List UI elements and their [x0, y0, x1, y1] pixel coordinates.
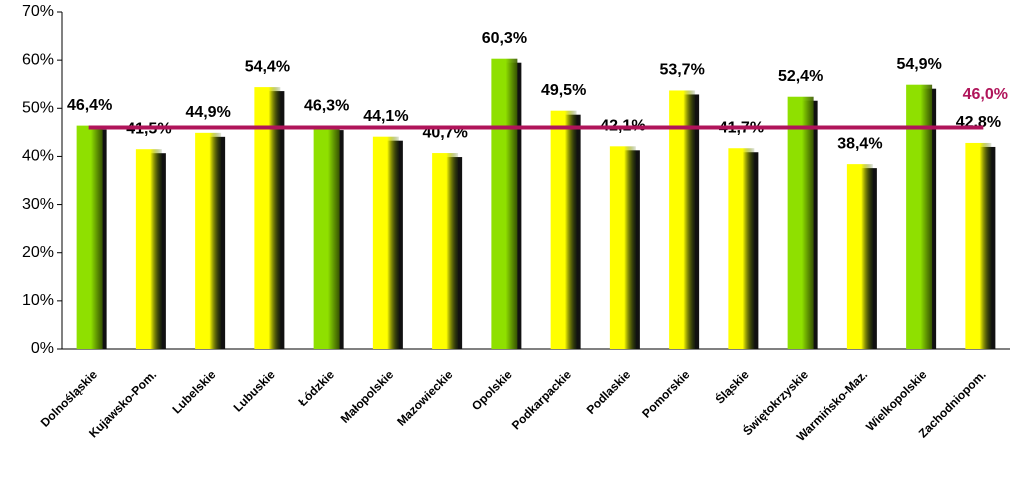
bar	[135, 149, 162, 349]
bar	[432, 153, 459, 349]
reference-label: 46,0%	[963, 86, 1008, 103]
bar	[846, 164, 873, 349]
x-tick-label: Śląskie	[712, 367, 752, 407]
x-tick-label: Wielkopolskie	[863, 367, 930, 434]
y-tick-label: 0%	[31, 340, 54, 357]
bar	[195, 132, 222, 349]
y-tick-label: 70%	[22, 3, 54, 20]
y-tick-label: 20%	[22, 244, 54, 261]
bar	[372, 136, 399, 349]
x-tick-label: Pomorskie	[639, 367, 693, 421]
value-label: 60,3%	[482, 30, 527, 47]
value-label: 44,1%	[363, 108, 408, 125]
bar	[254, 87, 281, 350]
value-label: 44,9%	[185, 104, 230, 121]
y-tick-label: 50%	[22, 100, 54, 117]
value-label: 46,3%	[304, 97, 349, 114]
x-tick-label: Podkarpackie	[509, 367, 574, 432]
value-label: 38,4%	[837, 135, 882, 152]
bar	[669, 90, 696, 350]
x-tick-label: Mazowieckie	[394, 367, 456, 429]
x-tick-label: Łódzkie	[296, 367, 338, 409]
value-label: 49,5%	[541, 82, 586, 99]
value-label: 52,4%	[778, 68, 823, 85]
x-tick-label: Lubuskie	[231, 367, 278, 414]
x-tick-label: Opolskie	[469, 367, 515, 413]
value-label: 54,4%	[245, 58, 290, 75]
bar	[728, 148, 755, 349]
value-label: 53,7%	[659, 62, 704, 79]
bar	[550, 110, 577, 349]
x-tick-label: Małopolskie	[338, 367, 397, 426]
x-tick-label: Lubelskie	[169, 367, 218, 416]
bar	[609, 146, 636, 349]
y-tick-label: 40%	[22, 148, 54, 165]
value-label: 46,4%	[67, 97, 112, 114]
y-tick-label: 10%	[22, 292, 54, 309]
bar	[787, 96, 814, 349]
bar	[76, 125, 103, 349]
x-tick-label: Dolnośląskie	[38, 367, 100, 429]
bar	[965, 142, 992, 349]
y-tick-label: 60%	[22, 51, 54, 68]
value-label: 54,9%	[896, 56, 941, 73]
bar	[313, 126, 340, 349]
bar	[906, 84, 933, 350]
x-tick-label: Podlaskie	[584, 367, 634, 417]
y-tick-label: 30%	[22, 196, 54, 213]
bar	[491, 58, 518, 349]
